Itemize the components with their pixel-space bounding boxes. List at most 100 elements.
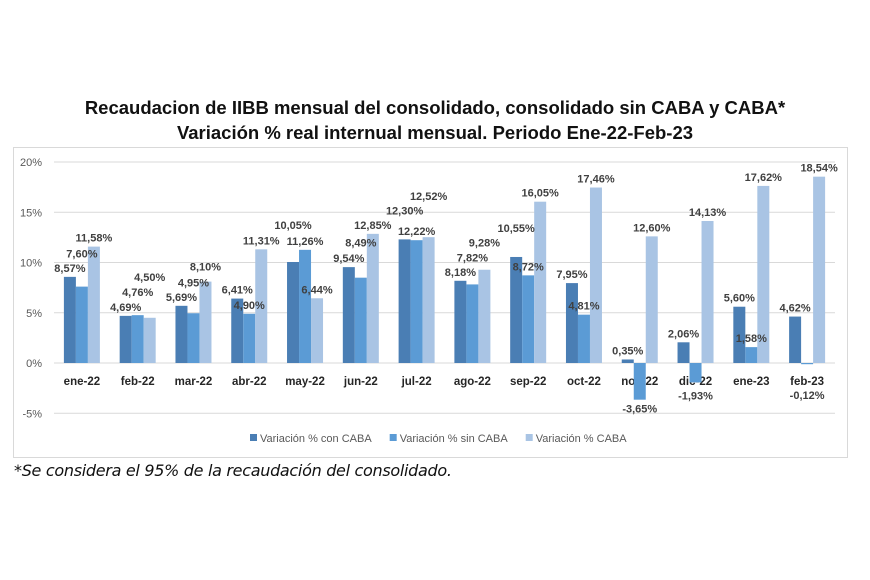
- y-tick-label: 15%: [20, 207, 42, 219]
- bar: [813, 176, 826, 363]
- bar: [466, 284, 479, 363]
- bar: [645, 236, 658, 363]
- data-label: 4,90%: [234, 300, 265, 312]
- bar: [311, 298, 324, 363]
- bar: [410, 240, 423, 363]
- bar: [733, 306, 746, 363]
- y-tick-label: 0%: [26, 358, 42, 370]
- data-label: 9,54%: [333, 253, 364, 265]
- data-label: 1,58%: [736, 333, 767, 345]
- x-tick-label: ene-23: [733, 376, 769, 388]
- data-label: 4,81%: [568, 301, 599, 313]
- x-tick-label: may-22: [285, 376, 325, 388]
- x-tick-label: jun-22: [343, 376, 378, 388]
- bar: [143, 317, 156, 363]
- data-label: 4,69%: [110, 302, 141, 314]
- bar: [589, 187, 602, 363]
- bar: [534, 201, 547, 363]
- x-tick-label: ago-22: [454, 376, 491, 388]
- data-label: 14,13%: [689, 207, 727, 219]
- bar: [175, 305, 188, 363]
- x-tick-label: oct-22: [567, 376, 601, 388]
- data-label: 4,50%: [134, 272, 165, 284]
- data-label: 8,72%: [513, 261, 544, 273]
- data-label: -3,65%: [622, 404, 657, 416]
- y-tick-label: 5%: [26, 308, 42, 320]
- bar: [187, 313, 200, 363]
- bar: [565, 283, 578, 363]
- data-label: 18,54%: [800, 163, 838, 175]
- data-label: 8,49%: [345, 238, 376, 250]
- chart-frame: [13, 147, 848, 458]
- data-label: 2,06%: [668, 328, 699, 340]
- bar: [255, 249, 268, 363]
- bar: [231, 298, 244, 363]
- bar: [633, 363, 646, 400]
- bar: [366, 233, 379, 363]
- bar: [119, 315, 132, 363]
- data-label: 5,69%: [166, 292, 197, 304]
- y-tick-label: 20%: [20, 157, 42, 169]
- legend-swatch: [525, 434, 533, 441]
- data-label: 12,30%: [386, 205, 424, 217]
- bar: [75, 286, 88, 363]
- data-label: -1,93%: [678, 390, 713, 402]
- data-label: 4,76%: [122, 287, 153, 299]
- footnote: *Se considera el 95% de la recaudación d…: [14, 461, 452, 480]
- data-label: 10,05%: [274, 220, 312, 232]
- data-label: 11,58%: [76, 233, 113, 245]
- bar: [478, 269, 491, 363]
- data-label: 0,35%: [612, 345, 643, 357]
- x-tick-label: jul-22: [401, 376, 432, 388]
- data-label: 10,55%: [498, 223, 536, 235]
- data-label: 12,60%: [633, 222, 671, 234]
- bar: [131, 315, 144, 363]
- data-label: 4,62%: [780, 303, 811, 315]
- bar: [757, 185, 770, 363]
- legend-label: Variación % sin CABA: [400, 433, 509, 445]
- legend-label: Variación % CABA: [536, 433, 628, 445]
- bar: [677, 342, 690, 363]
- chart-title-line2: Variación % real internual mensual. Peri…: [176, 122, 694, 143]
- bar: [621, 359, 634, 363]
- bar: [354, 277, 367, 363]
- data-label: 4,95%: [178, 277, 209, 289]
- bar: [243, 313, 256, 363]
- bar: [287, 261, 300, 363]
- x-tick-label: feb-23: [790, 376, 824, 388]
- bar: [801, 363, 814, 365]
- bar: [199, 281, 212, 363]
- bar: [342, 267, 355, 363]
- data-label: 17,46%: [577, 174, 615, 186]
- data-label: 12,85%: [354, 220, 392, 232]
- x-tick-label: abr-22: [232, 376, 267, 388]
- bar: [398, 239, 411, 363]
- data-label: 11,26%: [287, 236, 324, 248]
- data-label: 9,28%: [469, 238, 500, 250]
- data-label: 7,60%: [66, 249, 97, 261]
- bar: [577, 314, 590, 363]
- x-tick-label: feb-22: [121, 376, 155, 388]
- bar: [689, 363, 702, 383]
- data-label: 7,95%: [556, 269, 587, 281]
- bar: [63, 276, 76, 363]
- bar: [299, 249, 312, 363]
- chart-title-line1: Recaudacion de IIBB mensual del consolid…: [84, 97, 786, 118]
- data-label: 8,10%: [190, 262, 221, 274]
- data-label: 6,41%: [222, 285, 253, 297]
- x-tick-label: mar-22: [175, 376, 213, 388]
- bar: [522, 275, 535, 363]
- bar: [422, 237, 435, 363]
- bar: [789, 316, 802, 363]
- x-tick-label: ene-22: [64, 376, 100, 388]
- data-label: 7,82%: [457, 252, 488, 264]
- y-tick-label: 10%: [20, 258, 42, 270]
- bar: [87, 246, 100, 363]
- y-tick-label: -5%: [22, 408, 42, 420]
- x-tick-label: sep-22: [510, 376, 546, 388]
- bar: [701, 220, 714, 363]
- legend-swatch: [389, 434, 397, 441]
- bar: [745, 347, 758, 363]
- data-label: 12,52%: [410, 191, 448, 203]
